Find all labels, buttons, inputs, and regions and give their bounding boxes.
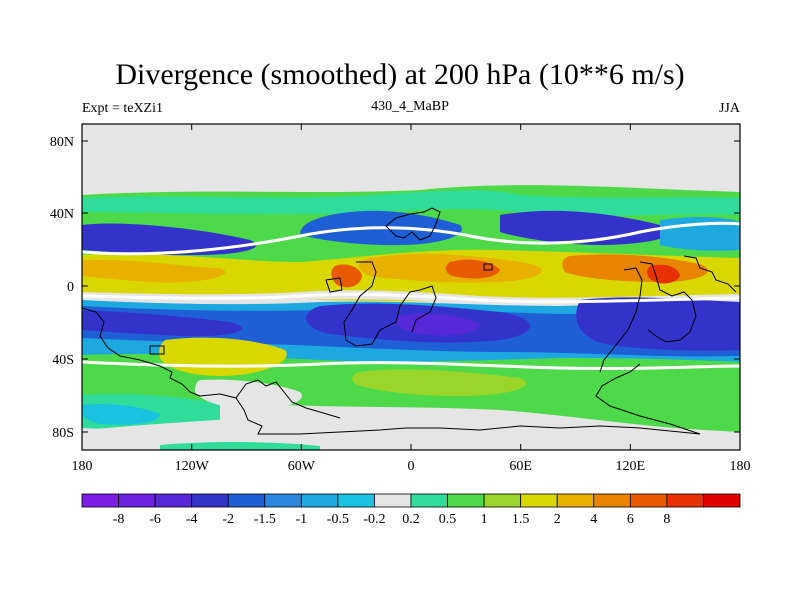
colorbar-label: -2 <box>222 512 234 527</box>
colorbar-swatch <box>154 493 193 508</box>
field-north-blue-3 <box>500 210 671 245</box>
colorbar-swatch <box>593 493 631 508</box>
divergence-field <box>82 124 740 450</box>
y-tick-label: 40N <box>50 207 74 222</box>
coastline-south-america <box>82 307 701 435</box>
x-tick-label: 0 <box>408 459 415 474</box>
colorbar-label: 8 <box>663 512 670 527</box>
colorbar-label: 1 <box>481 512 488 527</box>
field-tropic-orange <box>82 259 226 283</box>
y-tick-label: 80N <box>50 135 74 150</box>
contour-line-equator <box>82 292 740 304</box>
field-south-cyan <box>82 404 160 425</box>
colorbar-swatch <box>520 493 558 508</box>
colorbar-label: -8 <box>113 512 125 527</box>
colorbar-label: -4 <box>186 512 198 527</box>
colorbar-label: -0.2 <box>363 512 385 527</box>
coastline-maritime <box>639 261 697 343</box>
colorbar-swatch <box>483 493 522 508</box>
coastline-sa-north <box>149 345 165 355</box>
colorbar-label: -1 <box>295 512 307 527</box>
coastline-pacific-islands <box>683 255 737 293</box>
y-tick-label: 0 <box>67 280 74 295</box>
field-polar-teal <box>160 442 320 450</box>
coastline-antarctic-peninsula <box>235 379 341 419</box>
colorbar-label: 0.5 <box>439 512 457 527</box>
field-south-lightgreen <box>352 369 527 396</box>
y-tick-label: 80S <box>52 426 74 441</box>
colorbar-label: 1.5 <box>512 512 530 527</box>
field-south-white-gap <box>195 379 302 410</box>
x-tick-marks <box>81 124 741 450</box>
contour-line-north <box>82 221 740 256</box>
x-tick-label: 180 <box>730 459 751 474</box>
coastline-sahel <box>325 277 343 293</box>
coastline-europe <box>385 207 441 241</box>
y-tick-label: 40S <box>52 353 74 368</box>
run-label: 430_4_MaBP <box>371 99 449 114</box>
field-north-teal <box>82 190 740 216</box>
field-tropic-red <box>331 264 362 288</box>
colorbar-label: 2 <box>554 512 561 527</box>
colorbar-swatch <box>666 493 704 508</box>
colorbar-swatch <box>629 493 668 508</box>
x-tick-label: 120E <box>616 459 646 474</box>
x-tick-label: 60E <box>509 459 532 474</box>
x-tick-label: 180 <box>72 459 93 474</box>
page-title: Divergence (smoothed) at 200 hPa (10**6 … <box>115 58 685 91</box>
coastline-africa <box>343 261 437 347</box>
field-south-darkblue <box>82 310 242 337</box>
colorbar-label: 6 <box>627 512 634 527</box>
season-label: JJA <box>718 101 740 116</box>
field-tropic-red-3 <box>647 264 680 284</box>
field-south-darkblue-3 <box>576 297 740 351</box>
x-tick-labels: 180 120W 60W 0 60E 120E 180 <box>72 459 751 474</box>
colorbar-swatch <box>337 493 375 508</box>
colorbar: -8 -6 -4 -2 -1.5 -1 -0.5 -0.2 0.2 0.5 1 1.5 2 4 6 8 <box>81 493 741 527</box>
colorbar-swatch <box>556 493 595 508</box>
colorbar-swatch <box>300 493 339 508</box>
coastline-india <box>483 263 493 271</box>
x-tick-label: 60W <box>288 459 316 474</box>
colorbar-swatch <box>410 493 448 508</box>
colorbar-swatch <box>703 493 741 508</box>
colorbar-swatch <box>81 493 119 508</box>
coastlines <box>82 207 737 435</box>
y-tick-labels: 80N 40N 0 40S 80S <box>50 135 74 441</box>
colorbar-label: -1.5 <box>254 512 276 527</box>
colorbar-swatch <box>118 493 156 508</box>
contour-line-south <box>82 360 740 371</box>
experiment-label: Expt = teXZi1 <box>82 101 163 116</box>
colorbar-swatch <box>264 493 302 508</box>
coastline-australia <box>599 267 643 373</box>
field-north-blue <box>82 223 257 256</box>
colorbar-label: 4 <box>590 512 597 527</box>
colorbar-label: -6 <box>149 512 161 527</box>
colorbar-swatch <box>374 493 412 508</box>
field-polar-white <box>82 413 740 450</box>
colorbar-label: -0.5 <box>327 512 349 527</box>
colorbar-label: 0.2 <box>402 512 420 527</box>
colorbar-swatch <box>447 493 485 508</box>
colorbar-swatch <box>191 493 229 508</box>
y-tick-marks <box>82 140 740 433</box>
colorbar-swatch <box>227 493 266 508</box>
x-tick-label: 120W <box>175 459 210 474</box>
